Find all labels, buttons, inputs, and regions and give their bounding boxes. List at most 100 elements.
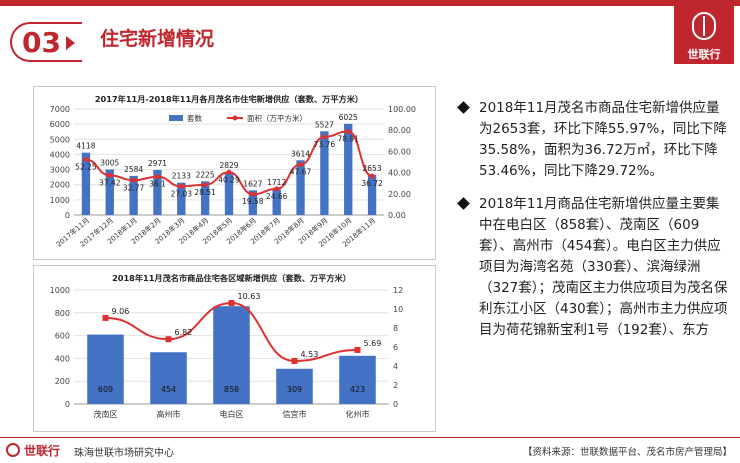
x-tick-label: 电白区	[220, 409, 244, 419]
bullet-item: 2018年11月茂名市商品住宅新增供应量为2653套，环比下降55.97%，同比…	[455, 98, 730, 182]
line-point	[354, 346, 361, 353]
y-left-tick-label: 3000	[50, 166, 70, 175]
brand-logo-text: 世联行	[687, 48, 721, 61]
footer-source: 【资料来源：世联数据平台、茂名市房产管理局】	[522, 447, 732, 458]
bar	[153, 170, 162, 215]
district-supply-chart-svg: 2018年11月茂名市商品住宅各区域新增供应（套数、万平方米）020040060…	[50, 273, 404, 419]
top-accent-bar	[0, 0, 740, 6]
bar-data-label: 3005	[100, 158, 119, 167]
y-left-tick-label: 2000	[50, 181, 70, 190]
bar-data-label: 1712	[267, 178, 286, 187]
bar-data-label: 454	[161, 385, 176, 394]
line-data-label: 6.82	[175, 328, 193, 337]
line-point	[178, 183, 184, 189]
line-point	[228, 300, 235, 307]
x-tick-label: 高州市	[157, 409, 181, 419]
y-right-tick-label: 60.00	[388, 147, 411, 156]
bar-data-label: 609	[98, 385, 113, 394]
bar-data-label: 423	[350, 385, 365, 394]
y-left-tick-label: 600	[55, 332, 70, 341]
bar	[248, 190, 258, 215]
bar-data-label: 5527	[315, 120, 334, 129]
line-data-label: 78.91	[337, 134, 359, 143]
bar-data-label: 2133	[172, 172, 191, 181]
district-supply-chart: 2018年11月茂名市商品住宅各区域新增供应（套数、万平方米） 0 200 400 60…	[33, 265, 436, 432]
chart-title: 2018年11月茂名市商品住宅各区域新增供应（套数、万平方米）	[112, 273, 351, 283]
bar-data-label: 6025	[339, 113, 358, 122]
bar-data-label: 4118	[76, 142, 95, 151]
bar	[129, 175, 138, 215]
bar	[276, 368, 313, 404]
line-data-label: 36.72	[361, 179, 383, 188]
bar-data-label: 309	[287, 385, 302, 394]
y-right-tick-label: 2	[393, 381, 398, 390]
footer-org: 珠海世联市场研究中心	[74, 448, 174, 459]
bar	[320, 131, 329, 215]
legend-label-bars: 套数	[187, 113, 202, 123]
y-left-tick-label: 400	[55, 354, 70, 363]
line-point	[250, 191, 256, 197]
y-right-tick-label: 100.00	[388, 105, 416, 114]
y-left-tick-label: 800	[55, 309, 70, 318]
x-tick-label: 信宜市	[283, 409, 307, 419]
bar-data-label: 2653	[363, 164, 382, 173]
bar	[344, 123, 353, 215]
line-data-label: 73.76	[314, 140, 336, 149]
section-number-frame	[10, 22, 82, 62]
y-right-tick-label: 40.00	[388, 169, 411, 178]
line-point	[274, 186, 280, 192]
bullet-item: 2018年11月商品住宅新增供应量主要集中在电白区（858套）、茂南区（609套…	[455, 194, 730, 341]
slide-header: 03 住宅新增情况 世联行	[0, 0, 740, 64]
line-point	[107, 172, 113, 178]
y-left-tick-label: 0	[65, 211, 70, 220]
diamond-bullet-icon	[457, 101, 470, 114]
y-left-tick-label: 1000	[50, 286, 70, 295]
line-point	[291, 357, 298, 364]
line-point	[154, 174, 160, 180]
chart-title: 2017年11月-2018年11月各月茂名市住宅新增供应（套数、万平方米）	[95, 94, 363, 104]
line-point	[369, 173, 375, 179]
y-right-tick-label: 4	[393, 362, 398, 371]
bullet-text: 2018年11月商品住宅新增供应量主要集中在电白区（858套）、茂南区（609套…	[479, 196, 728, 338]
bar-data-label: 1627	[243, 179, 262, 188]
line-data-label: 32.77	[123, 183, 145, 192]
bar	[105, 169, 114, 215]
play-arrow-icon	[66, 36, 75, 50]
bar-data-label: 2971	[148, 159, 167, 168]
line-point	[345, 128, 351, 134]
line-data-label: 28.51	[194, 188, 216, 197]
monthly-supply-chart: 2017年11月-2018年11月各月茂名市住宅新增供应（套数、万平方米） 套数 面…	[33, 86, 436, 260]
bar	[150, 352, 187, 404]
line-data-label: 37.42	[99, 178, 121, 187]
y-left-tick-label: 4000	[50, 150, 70, 159]
y-right-tick-label: 8	[393, 324, 398, 333]
y-left-tick-label: 5000	[50, 135, 70, 144]
diamond-bullet-icon	[457, 197, 470, 210]
line-point	[226, 169, 232, 175]
line-data-label: 9.06	[112, 307, 130, 316]
line-data-label: 5.69	[364, 339, 382, 348]
line-data-label: 47.67	[290, 167, 312, 176]
bar	[296, 160, 305, 215]
footer-logo-icon	[6, 443, 20, 457]
y-left-tick-label: 0	[65, 400, 70, 409]
line-data-label: 24.66	[266, 192, 288, 201]
line-data-label: 36.1	[149, 180, 166, 189]
summary-bullets: 2018年11月茂名市商品住宅新增供应量为2653套，环比下降55.97%，同比…	[455, 98, 730, 353]
y-right-tick-label: 0.00	[388, 211, 406, 220]
bar	[213, 306, 250, 404]
line-point	[102, 314, 109, 321]
y-right-tick-label: 6	[393, 343, 398, 352]
line-point	[165, 336, 172, 343]
line-point	[202, 182, 208, 188]
legend-swatch-bars	[169, 115, 183, 121]
section-number: 03	[22, 26, 61, 59]
bar	[200, 181, 210, 215]
y-left-tick-label: 1000	[50, 196, 70, 205]
bar	[177, 182, 186, 215]
bar	[87, 334, 124, 404]
legend-marker-line	[232, 115, 238, 121]
bar-data-label: 2829	[219, 161, 238, 170]
y-right-tick-label: 12	[393, 286, 403, 295]
line-point	[298, 161, 304, 167]
